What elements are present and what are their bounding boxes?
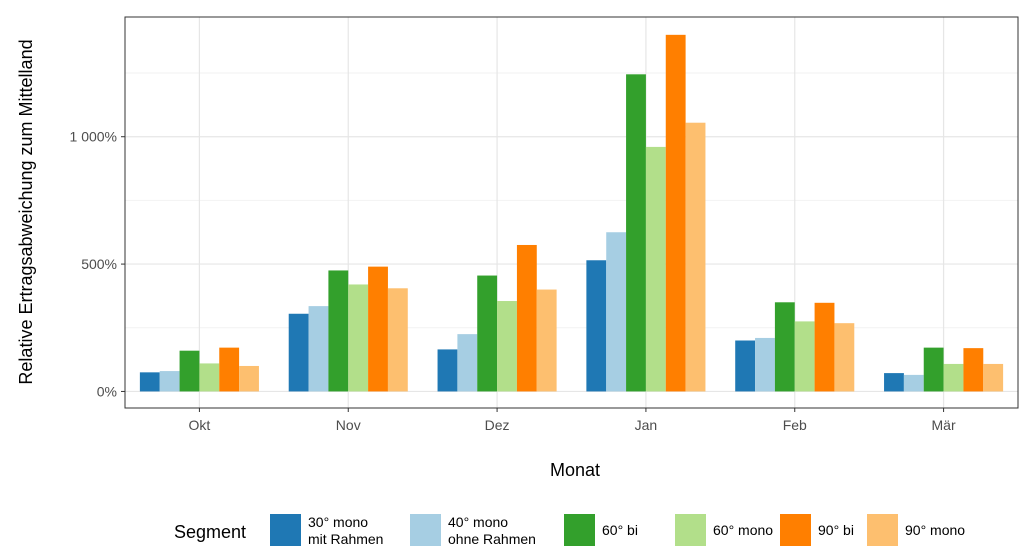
- bar: [199, 363, 220, 392]
- legend-label: 60° mono: [713, 522, 773, 538]
- bar: [477, 275, 498, 392]
- bar: [288, 313, 309, 392]
- bar: [923, 347, 944, 392]
- legend-label: 90° mono: [905, 522, 965, 538]
- legend-label: 40° mono: [448, 514, 508, 530]
- x-tick-label: Jan: [635, 417, 658, 433]
- bar: [884, 373, 904, 392]
- x-axis: Okt Nov Dez Jan Feb Mär: [189, 408, 956, 433]
- y-axis: 0% 500% 1 000%: [70, 129, 125, 399]
- legend-key: [564, 514, 595, 546]
- bar: [735, 340, 756, 392]
- bar: [834, 323, 855, 392]
- legend-label: 30° mono: [308, 514, 368, 530]
- bar: [645, 146, 666, 392]
- legend-label: mit Rahmen: [308, 531, 383, 546]
- x-tick-label: Nov: [336, 417, 361, 433]
- x-tick-label: Dez: [485, 417, 510, 433]
- bar: [794, 321, 815, 392]
- bar: [685, 122, 706, 392]
- bar: [308, 306, 329, 392]
- legend-key: [867, 514, 898, 546]
- bar: [665, 34, 686, 392]
- bar: [814, 302, 835, 392]
- bar: [516, 244, 537, 392]
- bar: [387, 288, 408, 392]
- bar: [179, 350, 200, 392]
- bar: [497, 301, 517, 392]
- legend-title: Segment: [174, 522, 246, 542]
- grid-minor: [125, 72, 1018, 329]
- bar: [943, 363, 964, 392]
- bar: [239, 365, 259, 392]
- bar: [903, 374, 924, 392]
- bar: [348, 284, 369, 392]
- legend-key: [780, 514, 811, 546]
- y-tick-label: 0%: [97, 383, 117, 399]
- bar: [983, 363, 1004, 392]
- y-axis-title: Relative Ertragsabweichung zum Mittellan…: [16, 39, 36, 384]
- bar: [586, 260, 607, 392]
- bars: [139, 34, 1004, 392]
- bar: [328, 270, 349, 392]
- bar: [606, 232, 627, 392]
- legend-label: 60° bi: [602, 522, 638, 538]
- bar: [219, 347, 240, 392]
- bar: [755, 337, 775, 392]
- legend-label: 90° bi: [818, 522, 854, 538]
- bar: [159, 371, 180, 392]
- x-tick-label: Okt: [189, 417, 211, 433]
- y-tick-label: 500%: [81, 256, 117, 272]
- grid-major: [125, 17, 1018, 408]
- bar: [457, 334, 478, 392]
- x-tick-label: Mär: [932, 417, 956, 433]
- plot-panel-border: [124, 16, 1019, 409]
- bar: [139, 372, 160, 392]
- legend-key: [675, 514, 706, 546]
- bar: [626, 74, 646, 392]
- legend-key: [410, 514, 441, 546]
- bar: [437, 349, 458, 392]
- bar: [368, 266, 388, 392]
- x-axis-title: Monat: [550, 460, 600, 480]
- bar: [774, 302, 795, 392]
- legend-label: ohne Rahmen: [448, 531, 536, 546]
- x-tick-label: Feb: [783, 417, 807, 433]
- bar: [536, 289, 557, 392]
- y-tick-label: 1 000%: [70, 129, 117, 145]
- legend-key: [270, 514, 301, 546]
- bar: [963, 348, 984, 392]
